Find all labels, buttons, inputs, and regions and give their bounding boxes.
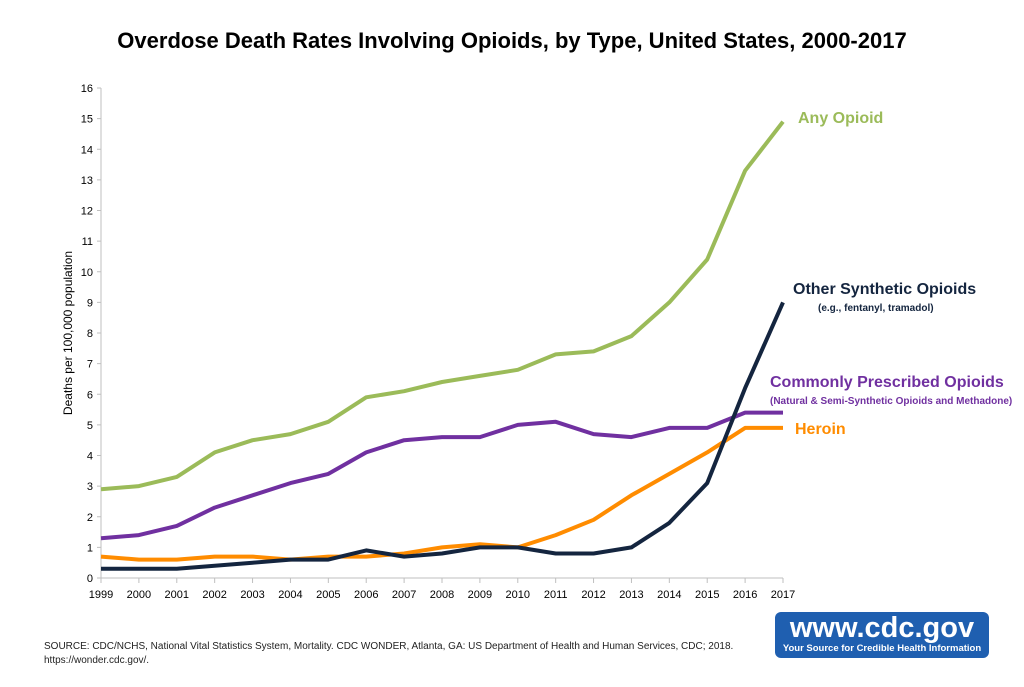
x-tick-label: 2006 [354, 589, 378, 601]
y-tick-label: 13 [81, 175, 93, 187]
x-tick-label: 2013 [619, 589, 643, 601]
x-tick-label: 2016 [733, 589, 757, 601]
x-tick-label: 2001 [165, 589, 189, 601]
y-tick-label: 15 [81, 114, 93, 126]
y-tick-label: 5 [87, 420, 93, 432]
x-tick-label: 2008 [430, 589, 454, 601]
x-tick-label: 1999 [89, 589, 113, 601]
series-label-heroin: Heroin [795, 421, 846, 438]
x-tick-label: 2000 [127, 589, 151, 601]
y-tick-label: 10 [81, 267, 93, 279]
series-label-commonly-prescribed: Commonly Prescribed Opioids [770, 374, 1004, 391]
y-tick-label: 2 [87, 512, 93, 524]
x-tick-label: 2011 [544, 589, 568, 601]
logo-url: www.cdc.gov [789, 612, 975, 644]
series-line-heroin [100, 425, 783, 562]
y-tick-label: 14 [81, 144, 93, 156]
cdc-logo[interactable]: www.cdc.gov Your Source for Credible Hea… [775, 612, 989, 658]
y-tick-label: 0 [87, 573, 93, 585]
x-tick-label: 2015 [695, 589, 719, 601]
series-line-any-opioid [100, 120, 785, 492]
source-line-1: SOURCE: CDC/NCHS, National Vital Statist… [44, 641, 734, 652]
series-sublabel-other-synthetic: (e.g., fentanyl, tramadol) [818, 303, 934, 314]
y-tick-label: 11 [82, 236, 93, 248]
x-tick-label: 2005 [316, 589, 340, 601]
logo-tagline: Your Source for Credible Health Informat… [782, 643, 982, 654]
x-tick-label: 2012 [581, 589, 605, 601]
x-tick-label: 2017 [771, 589, 795, 601]
x-tick-label: 2002 [202, 589, 226, 601]
series-label-any-opioid: Any Opioid [798, 110, 884, 127]
y-tick-label: 4 [87, 451, 93, 463]
y-tick-label: 16 [81, 83, 93, 95]
x-tick-label: 2007 [392, 589, 416, 601]
y-tick-label: 6 [87, 389, 93, 401]
x-tick-label: 2009 [468, 589, 492, 601]
chart-title: Overdose Death Rates Involving Opioids, … [117, 28, 907, 53]
y-tick-label: 8 [87, 328, 93, 340]
x-tick-label: 2010 [506, 589, 530, 601]
x-tick-label: 2003 [240, 589, 264, 601]
source-line-2[interactable]: https://wonder.cdc.gov/. [44, 655, 150, 666]
x-tick-label: 2004 [278, 589, 302, 601]
x-tick-label: 2014 [657, 589, 681, 601]
source-note: SOURCE: CDC/NCHS, National Vital Statist… [44, 640, 744, 668]
series-line-commonly-prescribed-opioids [100, 410, 783, 541]
y-tick-label: 3 [87, 481, 93, 493]
y-tick-label: 9 [87, 297, 93, 309]
series-label-other-synthetic: Other Synthetic Opioids [793, 281, 977, 298]
y-tick-label: 7 [87, 359, 93, 371]
y-axis-label: Deaths per 100,000 population [61, 251, 75, 415]
y-tick-label: 1 [87, 542, 93, 554]
y-tick-label: 12 [81, 206, 93, 218]
series-sublabel-commonly-prescribed: (Natural & Semi-Synthetic Opioids and Me… [770, 396, 1013, 407]
